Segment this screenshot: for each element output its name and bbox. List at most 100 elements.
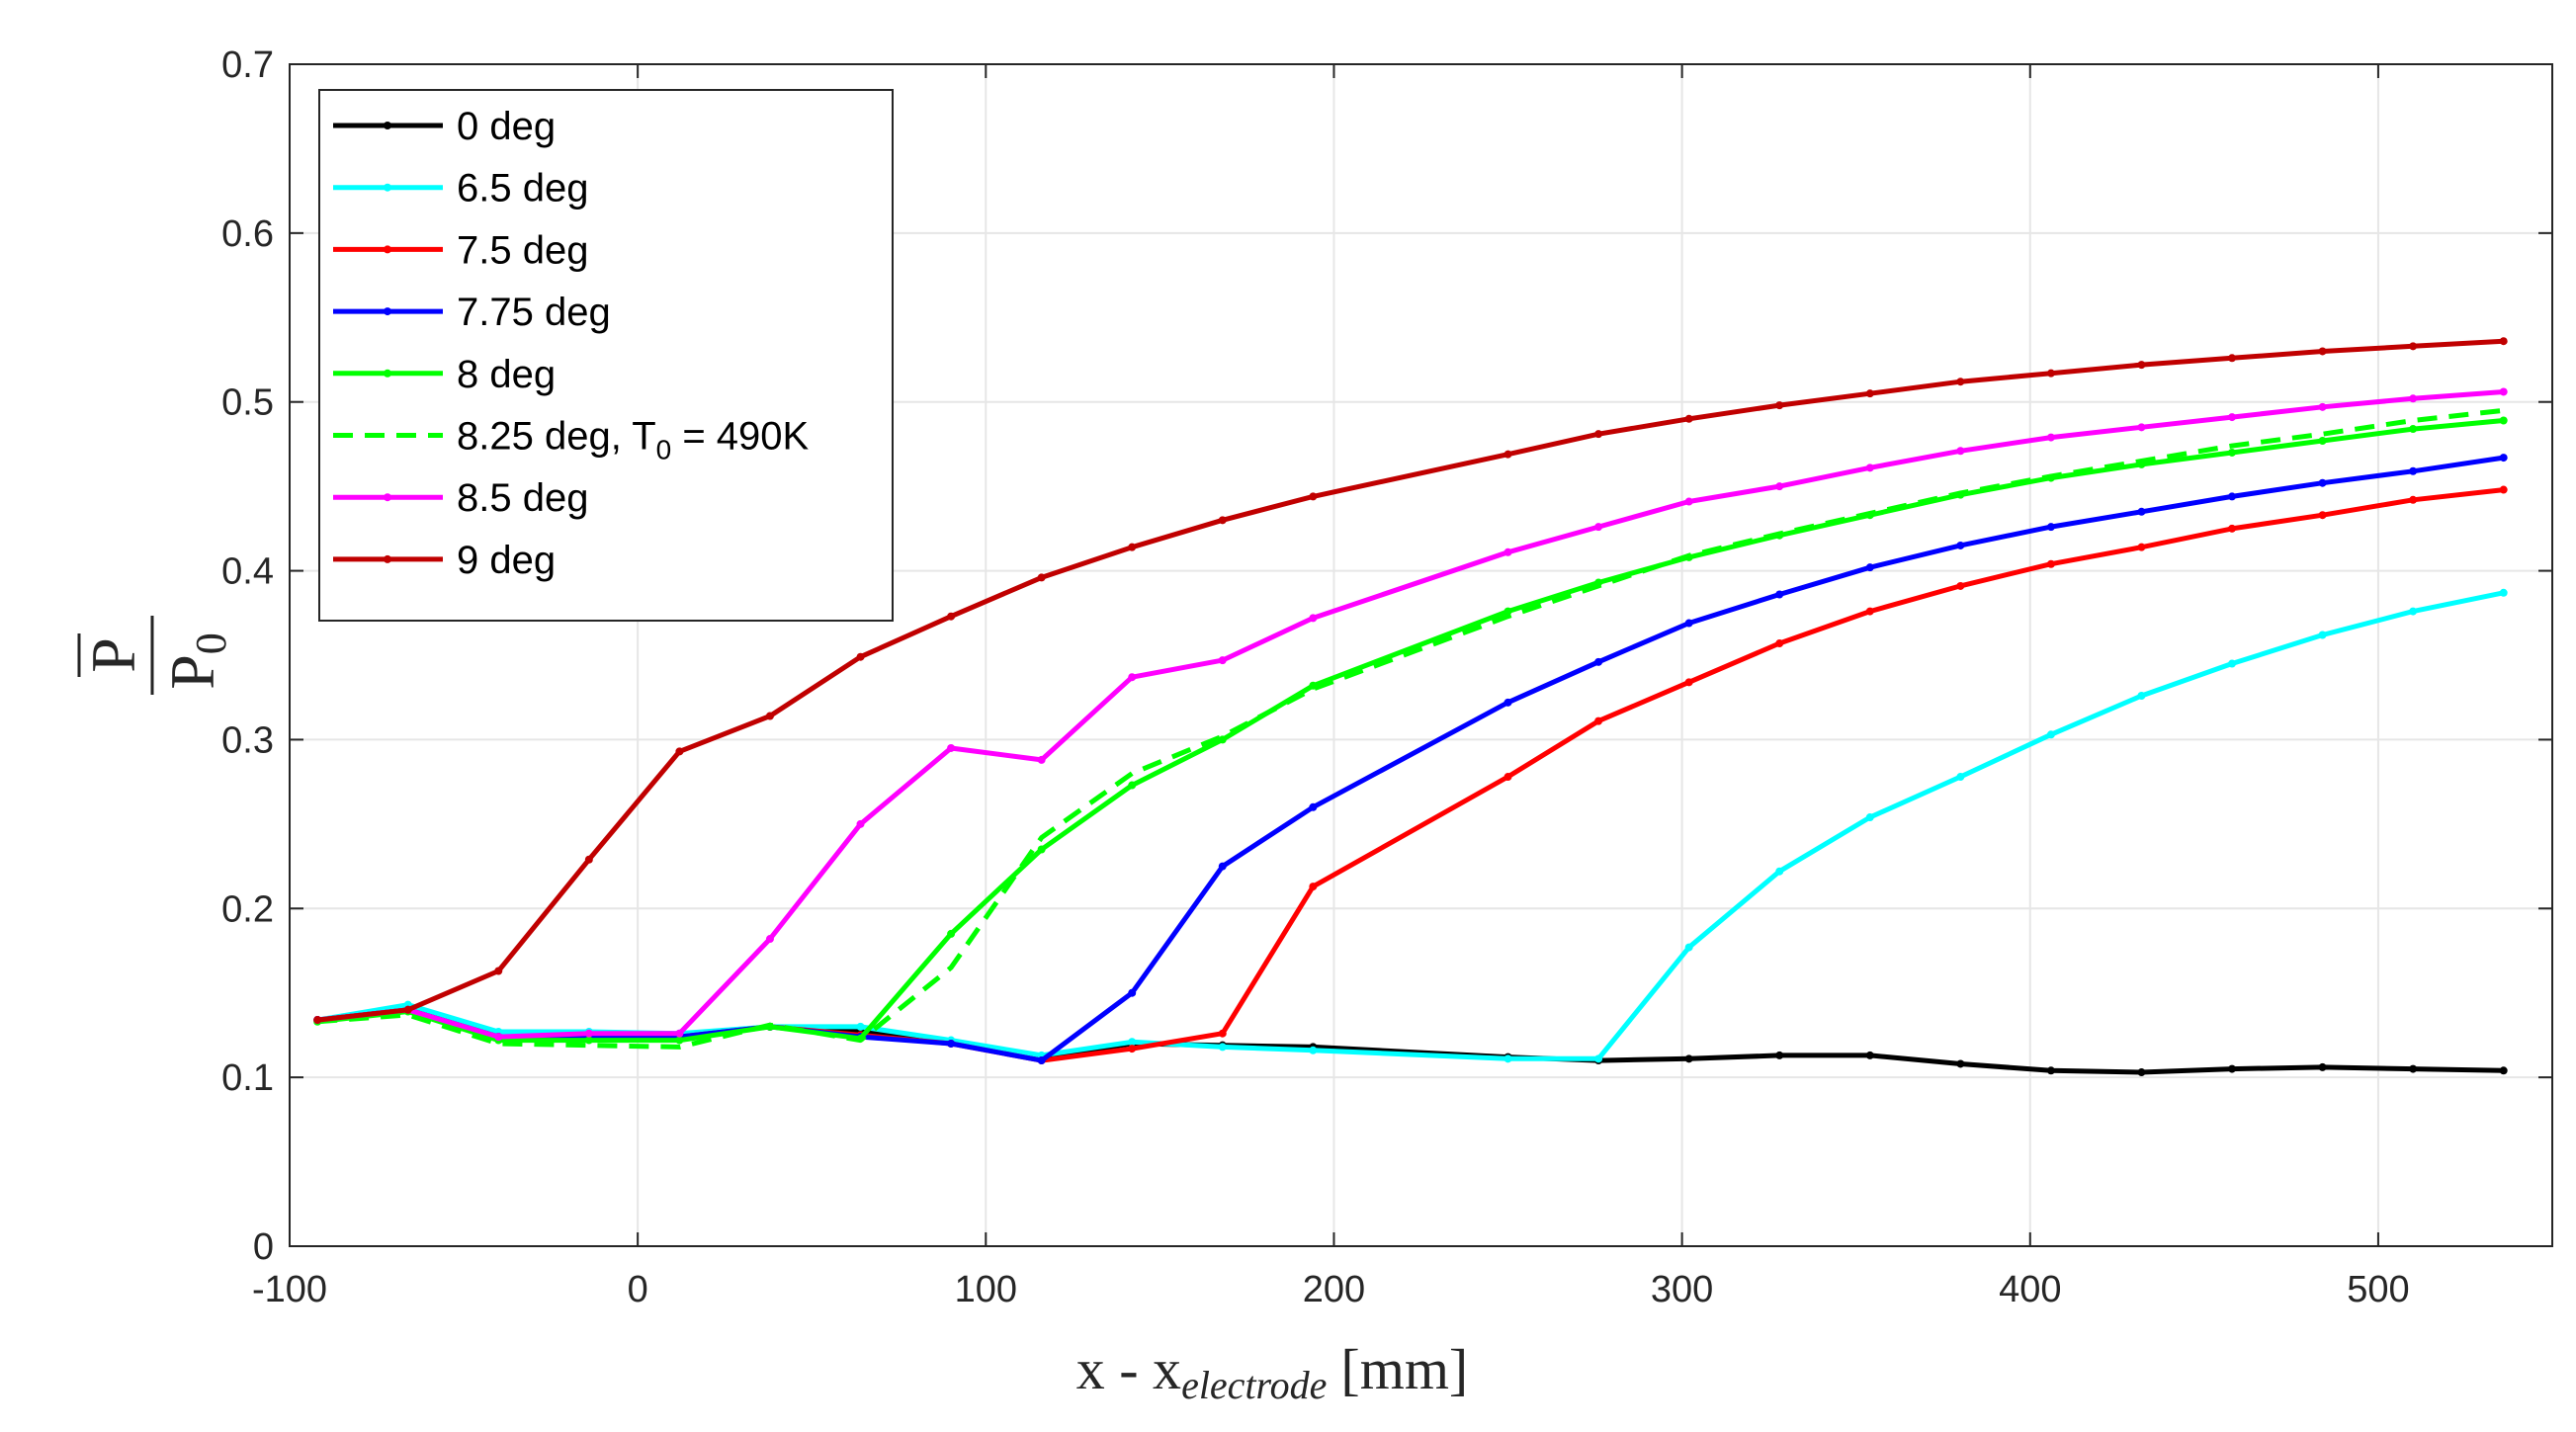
data-point	[1865, 813, 1874, 822]
data-point	[2318, 402, 2327, 411]
y-tick-label: 0.1	[221, 1057, 274, 1099]
legend-marker	[384, 183, 391, 192]
data-point	[2409, 466, 2418, 475]
data-point	[1956, 773, 1965, 782]
data-point	[1503, 548, 1512, 556]
data-point	[1956, 1059, 1965, 1068]
data-point	[1684, 497, 1693, 506]
x-tick-label: 200	[1303, 1269, 1365, 1310]
data-point	[2409, 607, 2418, 616]
legend-item: 0 deg	[333, 105, 556, 148]
legend-item: 9 deg	[333, 539, 556, 582]
data-point	[856, 1022, 865, 1031]
data-point	[2046, 369, 2055, 378]
series-line	[317, 407, 2504, 1050]
data-point	[2499, 588, 2508, 597]
legend-item: 7.5 deg	[333, 228, 588, 272]
x-tick-label: 0	[628, 1269, 648, 1310]
data-point	[1128, 673, 1137, 682]
data-point	[856, 819, 865, 828]
data-point	[2318, 478, 2327, 487]
data-point	[1865, 1051, 1874, 1059]
data-point	[1503, 1054, 1512, 1063]
data-point	[2137, 507, 2146, 516]
data-point	[1684, 414, 1693, 423]
legend-item: 6.5 deg	[333, 167, 588, 211]
tick-labels: -100 0 100 200 300 400 50000.10.20.30.40.50.60…	[221, 44, 2409, 1310]
data-point	[1775, 1051, 1784, 1059]
data-point	[1684, 1054, 1693, 1063]
y-tick-label: 0	[253, 1226, 274, 1268]
y-axis-denominator-main: P	[157, 654, 227, 690]
data-point	[1037, 1056, 1046, 1065]
data-point	[2499, 454, 2508, 463]
data-point	[1775, 590, 1784, 599]
series-layer	[313, 337, 2508, 1077]
data-point	[1128, 781, 1137, 790]
data-point	[1037, 573, 1046, 582]
y-axis-label: P P0	[77, 616, 235, 695]
legend-marker	[384, 493, 391, 502]
data-point	[313, 1016, 322, 1025]
series-8-5-deg	[313, 387, 2508, 1042]
data-point	[1775, 867, 1784, 876]
data-point	[1218, 1029, 1227, 1038]
data-point	[1309, 614, 1318, 623]
x-axis-label: x - xelectrode [mm]	[1076, 1337, 1469, 1407]
legend-item: 8 deg	[333, 353, 556, 396]
data-point	[2228, 1064, 2237, 1073]
legend: 0 deg 6.5 deg 7.5 deg 7.75 deg 8 deg 8.25 deg…	[318, 89, 894, 622]
data-point	[2228, 659, 2237, 668]
legend-label: 7.5 deg	[457, 228, 588, 272]
legend-box	[318, 89, 894, 622]
data-point	[1865, 563, 1874, 572]
data-point	[1775, 401, 1784, 410]
x-tick-label: 500	[2347, 1269, 2409, 1310]
data-point	[2228, 413, 2237, 422]
legend-label: 7.75 deg	[457, 291, 611, 334]
legend-marker	[384, 554, 391, 563]
legend-marker	[384, 245, 391, 254]
data-point	[2046, 730, 2055, 739]
data-point	[2046, 523, 2055, 532]
data-point	[2499, 387, 2508, 396]
data-point	[2499, 1066, 2508, 1075]
data-point	[2137, 543, 2146, 551]
data-point	[2137, 692, 2146, 701]
data-point	[675, 1036, 684, 1045]
data-point	[1956, 378, 1965, 386]
data-point	[1218, 735, 1227, 744]
data-point	[1037, 755, 1046, 764]
x-tick-label: 400	[1999, 1269, 2061, 1310]
data-point	[2046, 559, 2055, 568]
series-8-25-deg-t	[317, 407, 2504, 1050]
x-axis-label-subscript: electrode	[1181, 1363, 1327, 1407]
y-axis-denominator: P0	[157, 632, 235, 690]
data-point	[675, 1029, 684, 1038]
data-point	[675, 747, 684, 756]
data-point	[2137, 1068, 2146, 1077]
data-point	[1037, 845, 1046, 854]
legend-label: 9 deg	[457, 539, 556, 582]
data-point	[1218, 1043, 1227, 1052]
legend-marker	[384, 307, 391, 316]
data-point	[2499, 485, 2508, 494]
y-tick-label: 0.6	[221, 213, 274, 255]
data-point	[1594, 657, 1603, 666]
data-point	[1128, 1038, 1137, 1047]
data-point	[2318, 631, 2327, 639]
data-point	[1309, 883, 1318, 891]
data-point	[2409, 425, 2418, 434]
data-point	[765, 935, 774, 944]
data-point	[1128, 988, 1137, 997]
data-point	[1775, 482, 1784, 491]
data-point	[2228, 354, 2237, 363]
data-point	[1503, 450, 1512, 459]
data-point	[947, 1039, 956, 1048]
series-line	[316, 389, 2504, 1040]
data-point	[1775, 639, 1784, 648]
legend-label: 0 deg	[457, 105, 556, 148]
y-tick-label: 0.7	[221, 44, 274, 86]
data-point	[2228, 448, 2237, 457]
data-point	[947, 743, 956, 752]
